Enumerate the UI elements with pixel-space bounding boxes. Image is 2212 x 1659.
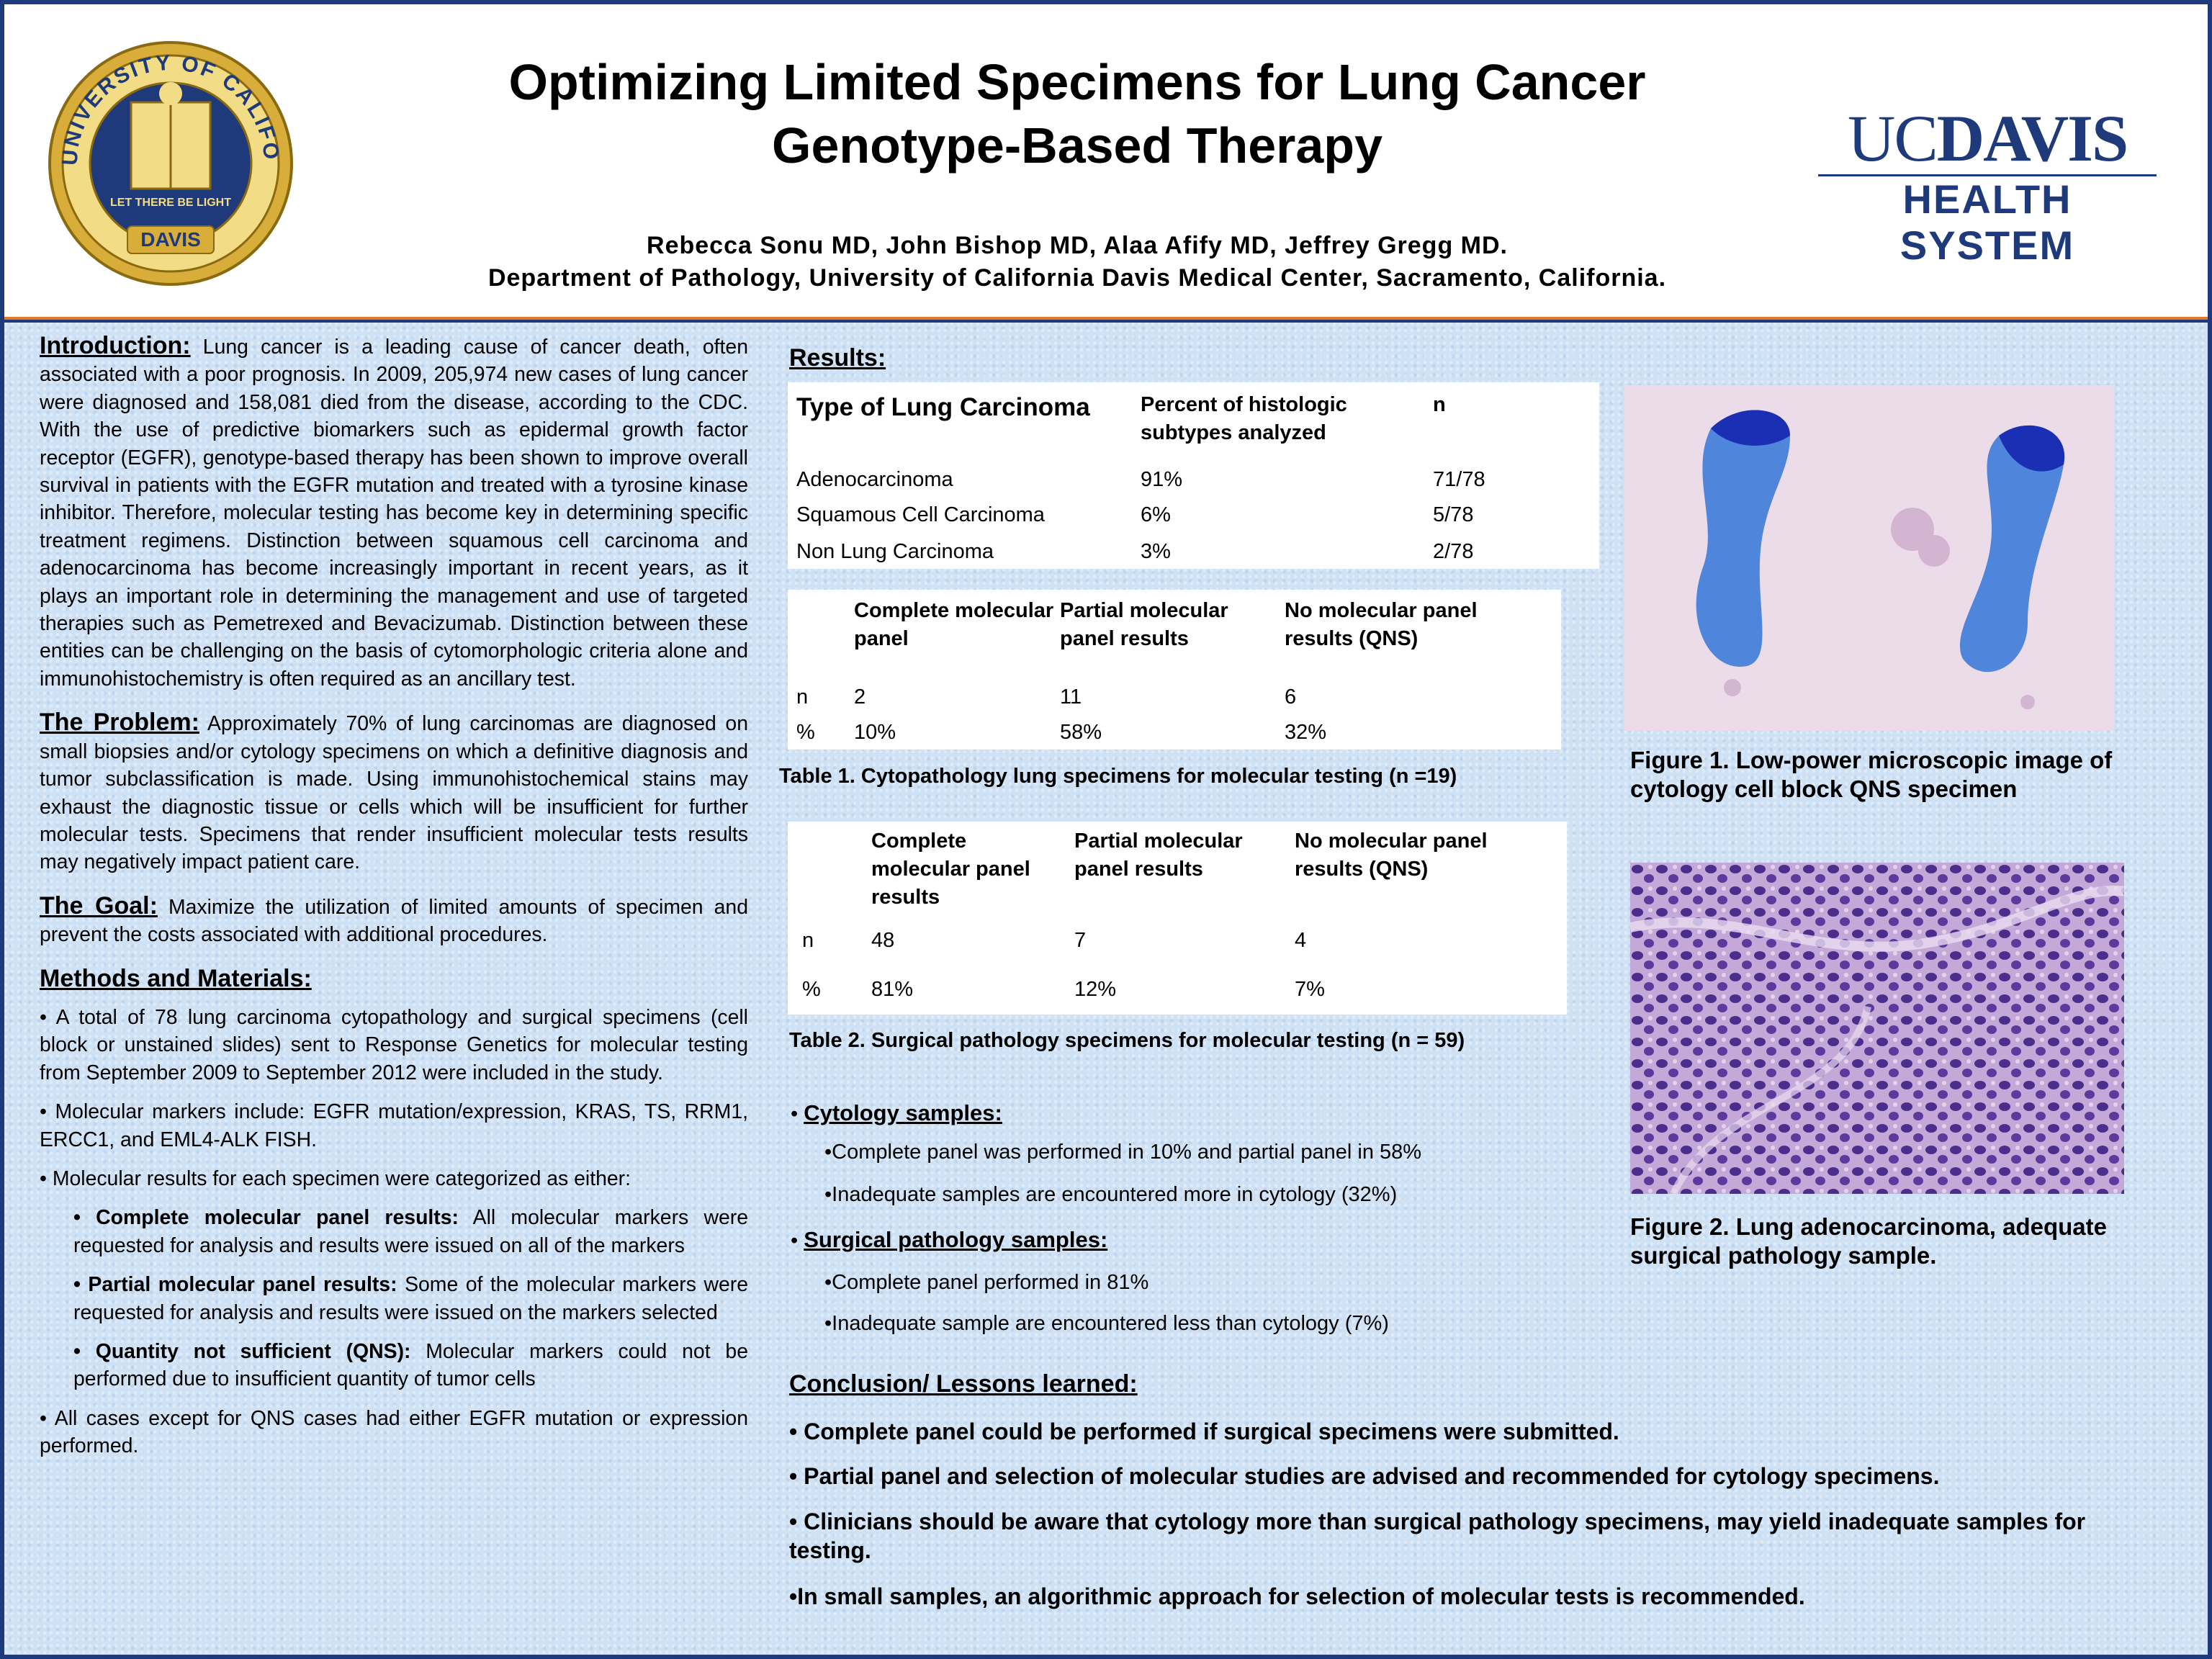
table-cell: 3%	[1141, 540, 1171, 563]
bullet: •	[791, 1229, 799, 1252]
list-item: • Molecular markers include: EGFR mutati…	[40, 1100, 748, 1151]
table-cell: 11	[1060, 685, 1082, 709]
list-item: • A total of 78 lung carcinoma cytopatho…	[40, 1005, 748, 1084]
finding-item: •Complete panel performed in 81%	[824, 1271, 1149, 1294]
table-cell: 7%	[1295, 978, 1325, 1001]
table-cell: 4	[1295, 929, 1307, 952]
finding-item: •Complete panel was performed in 10% and…	[824, 1141, 1422, 1164]
table-cell: 91%	[1141, 468, 1183, 491]
section-heading: Conclusion/ Lessons learned:	[789, 1370, 1138, 1398]
conclusion-item: • Clinicians should be aware that cytolo…	[789, 1509, 2086, 1563]
table-cell: 71/78	[1433, 468, 1485, 491]
table: Type of Lung Carcinoma Percent of histolo…	[788, 382, 1599, 569]
table-cell: 7	[1074, 929, 1087, 952]
table-header-cell: Partial molecular panel results	[1074, 830, 1243, 881]
seal-motto: LET THERE BE LIGHT	[110, 197, 231, 209]
table-cell: %	[796, 721, 815, 744]
finding-title: Surgical pathology samples:	[804, 1227, 1108, 1252]
seal-campus: DAVIS	[140, 228, 201, 251]
sub-item: • Quantity not sufficient (QNS): Molecul…	[73, 1338, 748, 1393]
sub-item-text: All molecular markers were requested for…	[73, 1206, 748, 1257]
title-line: Genotype-Based Therapy	[772, 117, 1382, 174]
problem: The Problem: Approximately 70% of lung c…	[40, 709, 748, 876]
finding-heading: • Surgical pathology samples:	[791, 1227, 1107, 1253]
table-cell: Adenocarcinoma	[796, 468, 953, 491]
sub-item-text: Molecular markers could not be performed…	[73, 1340, 748, 1391]
finding-heading: • Cytology samples:	[791, 1100, 1002, 1126]
logo-davis: DAVIS	[1936, 102, 2128, 175]
university-seal: THE UNIVERSITY OF CALIFORNIA LET THERE B…	[45, 37, 293, 286]
logo-wordmark: UCDAVIS	[1818, 105, 2157, 171]
conclusion-item: • Partial panel and selection of molecul…	[789, 1463, 1940, 1489]
table-cell: 6	[1285, 685, 1297, 709]
table: Complete molecular panel Partial molecula…	[788, 590, 1561, 750]
introduction: Introduction: Lung cancer is a leading c…	[40, 332, 748, 693]
table: Complete molecular panel results Partial …	[788, 822, 1567, 1015]
paragraph: Maximize the utilization of limited amou…	[40, 895, 748, 947]
sub-item-text: Some of the molecular markers were reque…	[73, 1273, 748, 1324]
logo-uc: UC	[1847, 102, 1938, 175]
table-header-cell: No molecular panel results (QNS)	[1285, 599, 1478, 650]
affiliation: Department of Pathology, University of C…	[487, 264, 1667, 292]
table-cell: n	[802, 929, 814, 952]
section-heading: The Goal:	[40, 891, 158, 920]
table-header-cell: Complete molecular panel	[854, 599, 1054, 650]
figure-image	[1630, 863, 2124, 1194]
section-heading: The Problem:	[40, 709, 199, 737]
list-item: • Molecular results for each specimen we…	[40, 1166, 631, 1190]
authors: Rebecca Sonu MD, John Bishop MD, Alaa Af…	[647, 232, 1508, 259]
paragraph: Lung cancer is a leading cause of cancer…	[40, 336, 749, 691]
list-item: • All cases except for QNS cases had eit…	[40, 1406, 748, 1458]
table-header-cell: Partial molecular panel results	[1060, 599, 1228, 650]
table-cell: Squamous Cell Carcinoma	[796, 503, 1045, 526]
table-header-cell: Percent of histologic subtypes analyzed	[1141, 393, 1347, 444]
table-cell: 5/78	[1433, 503, 1474, 526]
section-heading: Results:	[789, 344, 886, 372]
figure-caption: Figure 1. Low-power microscopic image of…	[1630, 747, 2113, 802]
sub-item: • Complete molecular panel results: All …	[73, 1204, 748, 1259]
table-header-cell: n	[1433, 393, 1446, 416]
sub-item-label: • Complete molecular panel results:	[73, 1206, 459, 1230]
section-heading: Introduction:	[40, 332, 191, 359]
methods-heading-row: Methods and Materials:	[40, 965, 748, 994]
table-caption: Table 1. Cytopathology lung specimens fo…	[779, 765, 1457, 788]
uc-davis-logo: UCDAVIS HEALTH SYSTEM	[1818, 105, 2157, 269]
table-header-cell: Type of Lung Carcinoma	[796, 393, 1090, 421]
methods: • A total of 78 lung carcinoma cytopatho…	[40, 1004, 748, 1460]
section-heading: Methods and Materials:	[40, 964, 312, 992]
table-cell: Non Lung Carcinoma	[796, 540, 994, 563]
bullet: •	[791, 1102, 799, 1125]
table-cell: 10%	[854, 721, 896, 744]
table-header-cell: No molecular panel results (QNS)	[1295, 830, 1488, 881]
sub-item-label: • Partial molecular panel results:	[73, 1273, 397, 1297]
table-cell: 58%	[1060, 721, 1102, 744]
table-cell: n	[796, 685, 809, 709]
paragraph: Approximately 70% of lung carcinomas are…	[40, 712, 748, 874]
figure-image	[1624, 385, 2114, 731]
table-cell: %	[802, 978, 821, 1001]
table-caption: Table 2. Surgical pathology specimens fo…	[789, 1029, 1465, 1052]
sub-item: • Partial molecular panel results: Some …	[73, 1271, 748, 1326]
finding-item: •Inadequate sample are encountered less …	[824, 1312, 1389, 1335]
table-header-cell: Complete molecular panel results	[871, 830, 1030, 909]
title-line: Optimizing Limited Specimens for Lung Ca…	[508, 54, 1646, 110]
finding-title: Cytology samples:	[804, 1100, 1002, 1125]
figure-caption: Figure 2. Lung adenocarcinoma, adequate …	[1630, 1213, 2107, 1269]
table-cell: 12%	[1074, 978, 1117, 1001]
table-cell: 32%	[1285, 721, 1327, 744]
logo-system: HEALTH SYSTEM	[1818, 174, 2157, 269]
table-cell: 48	[871, 929, 895, 952]
conclusion-item: • Complete panel could be performed if s…	[789, 1419, 1619, 1444]
sub-item-label: • Quantity not sufficient (QNS):	[73, 1340, 411, 1363]
table-cell: 6%	[1141, 503, 1171, 526]
header: THE UNIVERSITY OF CALIFORNIA LET THERE B…	[4, 4, 2208, 323]
goal: The Goal: Maximize the utilization of li…	[40, 892, 748, 949]
conclusion-item: •In small samples, an algorithmic approa…	[789, 1583, 1805, 1609]
left-column: Introduction: Lung cancer is a leading c…	[40, 332, 748, 1460]
table-cell: 81%	[871, 978, 914, 1001]
finding-item: •Inadequate samples are encountered more…	[824, 1183, 1398, 1206]
table-cell: 2/78	[1433, 540, 1474, 563]
table-cell: 2	[854, 685, 866, 709]
